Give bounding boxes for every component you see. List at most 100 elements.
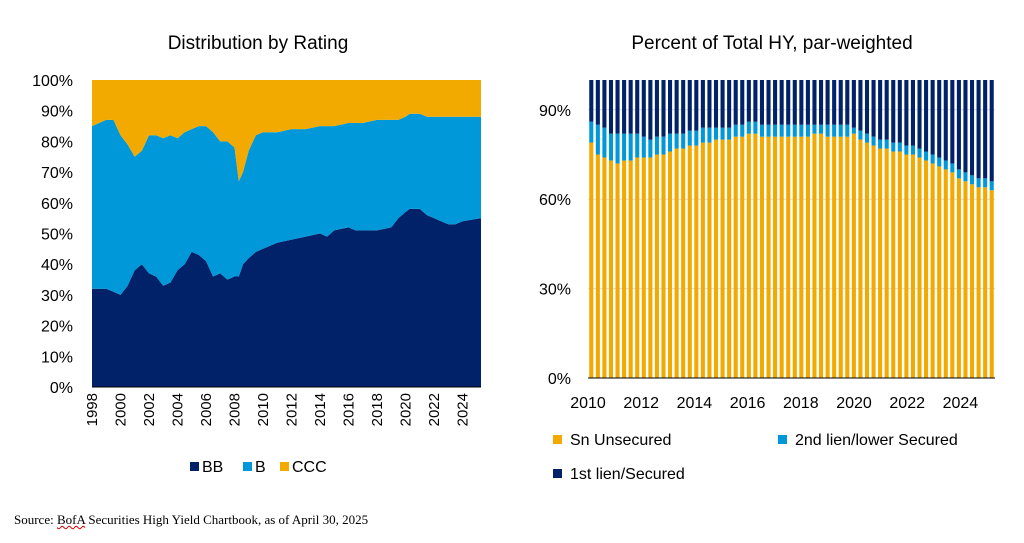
bar-segment bbox=[904, 154, 909, 378]
bar-segment bbox=[727, 139, 732, 378]
bar-segment bbox=[786, 136, 791, 378]
bar-segment bbox=[773, 136, 778, 378]
legend-swatch bbox=[243, 462, 252, 471]
bar-segment bbox=[766, 124, 771, 137]
bar-segment bbox=[819, 80, 824, 125]
bar-segment bbox=[832, 124, 837, 137]
bar-segment bbox=[851, 127, 856, 134]
bar-segment bbox=[720, 139, 725, 378]
bar-segment bbox=[746, 80, 751, 122]
x-tick-label: 2010 bbox=[255, 393, 272, 426]
bar-segment bbox=[786, 124, 791, 137]
bar-segment bbox=[851, 133, 856, 378]
bar-segment bbox=[864, 133, 870, 143]
bar-segment bbox=[628, 160, 633, 378]
bar-segment bbox=[937, 166, 942, 378]
bar-segment bbox=[687, 80, 692, 131]
bar-segment bbox=[766, 80, 771, 125]
bar-segment bbox=[589, 80, 594, 122]
bar-segment bbox=[950, 172, 955, 378]
bar-segment bbox=[878, 148, 883, 378]
x-tick-label: 2022 bbox=[889, 395, 925, 412]
bar-segment bbox=[779, 136, 784, 378]
x-tick-label: 2000 bbox=[113, 393, 130, 426]
bar-segment bbox=[792, 136, 797, 378]
chart-title: Percent of Total HY, par-weighted bbox=[631, 33, 912, 54]
bar-segment bbox=[864, 80, 870, 134]
y-tick-label: 30% bbox=[41, 288, 73, 305]
bar-segment bbox=[910, 80, 915, 146]
bar-segment bbox=[753, 133, 758, 378]
bar-segment bbox=[917, 157, 922, 378]
bar-segment bbox=[713, 139, 719, 378]
bar-segment bbox=[740, 124, 745, 137]
bar-segment bbox=[668, 80, 673, 134]
source-brand: BofA bbox=[56, 512, 86, 527]
bar-segment bbox=[740, 136, 745, 378]
bar-segment bbox=[615, 133, 620, 164]
bar-segment bbox=[956, 178, 961, 378]
bar-segment bbox=[819, 124, 824, 134]
bar-segment bbox=[805, 124, 810, 137]
legend-label: 2nd lien/lower Secured bbox=[795, 432, 958, 449]
source-text: Securities High Yield Chartbook, as of A… bbox=[85, 512, 369, 527]
legend: Sn Unsecured 2nd lien/lower Secured 1st li… bbox=[553, 432, 958, 483]
bar-segment bbox=[622, 160, 627, 378]
bar-segment bbox=[681, 80, 686, 134]
bar-segment bbox=[700, 80, 705, 128]
lien-distribution-chart: Percent of Total HY, par-weighted 0% 30% 6… bbox=[539, 33, 995, 483]
bar-segment bbox=[654, 80, 659, 137]
x-tick-label: 2014 bbox=[312, 393, 329, 426]
y-tick-label: 80% bbox=[41, 134, 73, 151]
bar-segment bbox=[917, 80, 922, 149]
bar-segment bbox=[845, 136, 850, 378]
bar-segment bbox=[917, 148, 922, 158]
bar-segment bbox=[799, 80, 804, 125]
bar-segment bbox=[924, 151, 929, 161]
x-tick-label: 2016 bbox=[730, 395, 766, 412]
plot-area bbox=[589, 80, 994, 378]
bar-segment bbox=[674, 80, 679, 134]
bar-segment bbox=[950, 163, 955, 173]
x-axis: 2010 2012 2014 2016 2018 2020 2022 2024 bbox=[570, 377, 995, 412]
y-axis: 0% 10% 20% 30% 40% 50% 60% 70% 80% 90% 100% bbox=[32, 73, 73, 397]
bar-segment bbox=[661, 80, 666, 137]
bar-segment bbox=[897, 142, 902, 152]
bar-segment bbox=[681, 148, 686, 378]
bar-segment bbox=[884, 139, 889, 149]
bar-segment bbox=[891, 80, 896, 143]
y-tick-label: 100% bbox=[32, 73, 73, 90]
bar-segment bbox=[746, 121, 751, 134]
x-tick-label: 2012 bbox=[623, 395, 659, 412]
bar-segment bbox=[681, 133, 686, 149]
bar-segment bbox=[759, 80, 764, 125]
bar-segment bbox=[825, 124, 830, 137]
bar-segment bbox=[983, 187, 988, 378]
bar-segment bbox=[989, 190, 994, 378]
bar-segment bbox=[976, 187, 981, 378]
bar-segment bbox=[910, 145, 915, 155]
x-tick-label: 2022 bbox=[426, 393, 443, 426]
legend-swatch bbox=[280, 462, 289, 471]
bar-segment bbox=[943, 169, 948, 378]
bar-segment bbox=[707, 142, 712, 378]
bar-segment bbox=[733, 80, 738, 125]
bar-segment bbox=[707, 127, 712, 143]
bar-segment bbox=[963, 80, 968, 173]
x-tick-label: 2020 bbox=[398, 393, 415, 426]
bar-segment bbox=[786, 80, 791, 125]
area-series-ccc bbox=[92, 80, 481, 182]
y-tick-label: 60% bbox=[539, 192, 571, 209]
bar-segment bbox=[779, 80, 784, 125]
x-axis: 1998 2000 2002 2004 2006 2008 2010 2012 2014 2016… bbox=[84, 386, 481, 426]
bar-segment bbox=[851, 80, 856, 128]
bar-segment bbox=[773, 80, 778, 125]
bar-segment bbox=[812, 133, 817, 378]
bar-segment bbox=[838, 136, 843, 378]
bar-segment bbox=[615, 80, 620, 134]
bar-segment bbox=[694, 130, 699, 146]
bar-segment bbox=[805, 136, 810, 378]
bar-segment bbox=[910, 154, 915, 378]
legend: BB B CCC bbox=[190, 459, 327, 476]
bar-segment bbox=[641, 157, 646, 378]
